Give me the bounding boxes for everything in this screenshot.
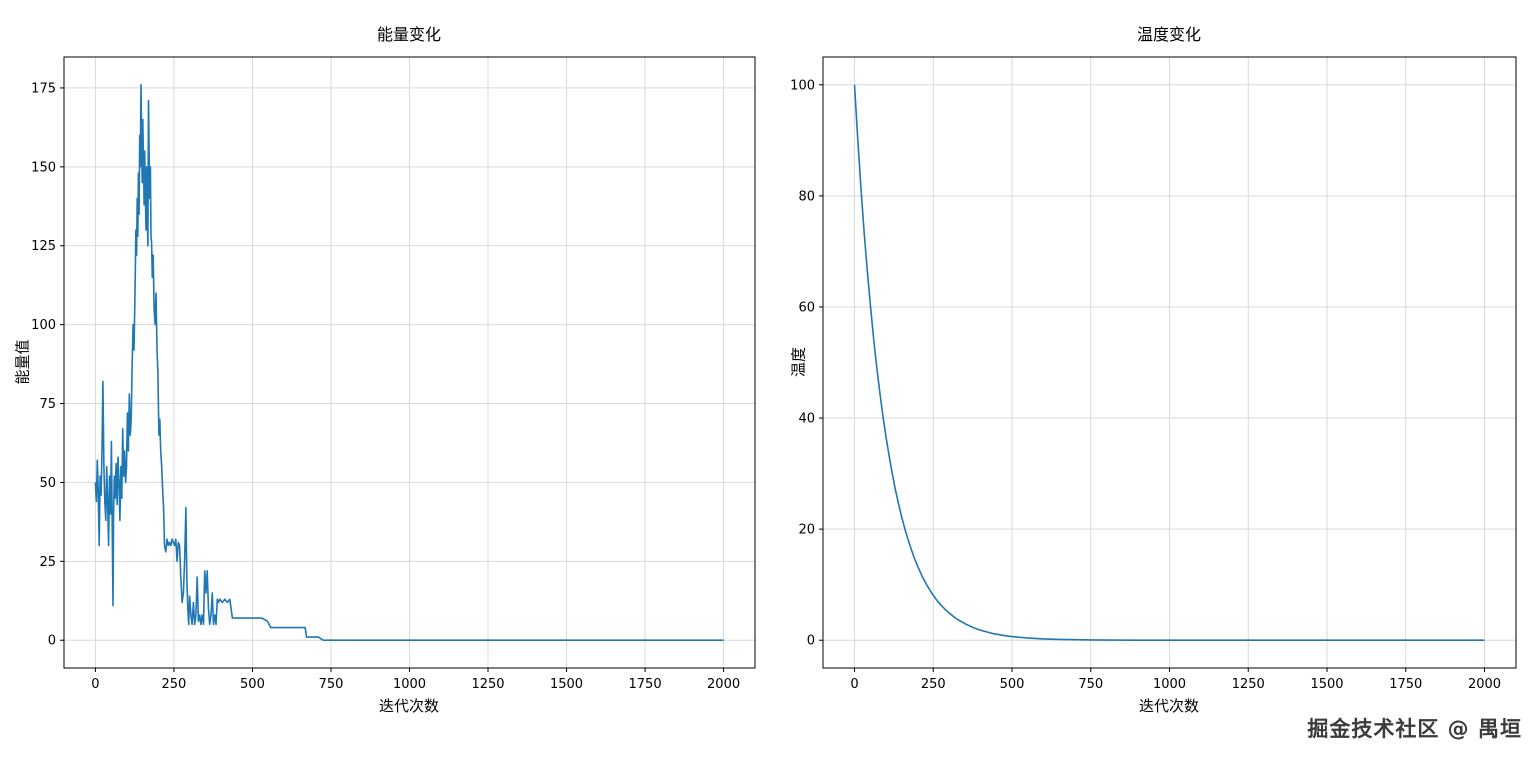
svg-text:150: 150 [31, 160, 56, 175]
svg-text:60: 60 [798, 300, 815, 315]
svg-text:100: 100 [31, 318, 56, 333]
svg-text:50: 50 [39, 476, 56, 491]
temperature-change-chart: 温度变化 温度 迭代次数 0 250 500 750 1000 1250 1500 1750 2… [768, 0, 1536, 757]
svg-text:125: 125 [31, 239, 56, 254]
svg-text:1000: 1000 [1153, 677, 1186, 692]
svg-text:75: 75 [39, 397, 56, 412]
svg-text:40: 40 [798, 412, 815, 427]
watermark: 掘金技术社区 @ 禺垣 [1307, 717, 1522, 741]
energy-change-chart: 能量变化 能量值 迭代次数 0 250 500 750 1000 1250 1500 1750… [14, 25, 756, 715]
svg-text:1250: 1250 [1232, 677, 1265, 692]
svg-text:100: 100 [790, 78, 815, 93]
energy-plot-area: 0 250 500 750 1000 1250 1500 1750 2000 0 25 50 75 100… [31, 56, 756, 692]
svg-text:500: 500 [1000, 677, 1025, 692]
svg-text:0: 0 [91, 677, 99, 692]
svg-text:0: 0 [807, 634, 815, 649]
temperature-chart-xlabel: 迭代次数 [1138, 697, 1200, 715]
svg-text:2000: 2000 [707, 677, 740, 692]
svg-text:750: 750 [1078, 677, 1103, 692]
svg-text:250: 250 [921, 677, 946, 692]
svg-text:175: 175 [31, 81, 56, 96]
svg-text:250: 250 [162, 677, 187, 692]
svg-text:25: 25 [39, 555, 56, 570]
svg-text:1750: 1750 [1389, 677, 1422, 692]
svg-text:0: 0 [850, 677, 858, 692]
svg-text:2000: 2000 [1468, 677, 1501, 692]
svg-text:1000: 1000 [393, 677, 426, 692]
energy-chart-title: 能量变化 [376, 25, 442, 44]
energy-chart-xlabel: 迭代次数 [378, 697, 440, 715]
svg-text:1250: 1250 [471, 677, 504, 692]
svg-text:1750: 1750 [629, 677, 662, 692]
svg-text:750: 750 [319, 677, 344, 692]
svg-text:500: 500 [240, 677, 265, 692]
svg-text:1500: 1500 [1310, 677, 1343, 692]
svg-text:0: 0 [48, 634, 56, 649]
svg-text:1500: 1500 [550, 677, 583, 692]
svg-text:20: 20 [798, 523, 815, 538]
temperature-plot-area: 0 250 500 750 1000 1250 1500 1750 2000 0 20 40 60 80 1… [790, 56, 1517, 692]
temperature-chart-title: 温度变化 [1136, 25, 1202, 44]
svg-text:80: 80 [798, 189, 815, 204]
